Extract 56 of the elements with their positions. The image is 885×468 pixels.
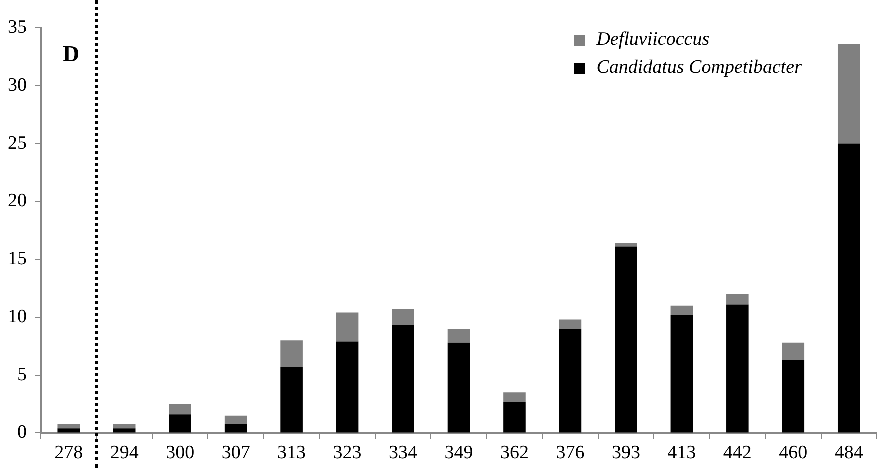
bar bbox=[336, 342, 359, 433]
x-tick-label: 442 bbox=[723, 442, 752, 464]
x-tick-label: 376 bbox=[556, 442, 585, 464]
bar bbox=[58, 428, 80, 433]
bar bbox=[504, 392, 526, 402]
bar bbox=[838, 144, 860, 433]
x-tick-label: 349 bbox=[444, 442, 474, 464]
bar bbox=[726, 294, 749, 305]
x-tick-label: 334 bbox=[389, 442, 418, 464]
bar bbox=[504, 402, 526, 433]
bar bbox=[448, 342, 470, 433]
bar bbox=[169, 404, 192, 415]
bar bbox=[782, 360, 805, 433]
bar bbox=[670, 306, 694, 316]
annotation: D bbox=[63, 41, 80, 66]
bar bbox=[224, 424, 248, 433]
bar bbox=[113, 424, 136, 429]
bar bbox=[280, 340, 303, 368]
y-tick-label: 5 bbox=[18, 364, 27, 386]
x-tick-label: 278 bbox=[54, 442, 84, 464]
x-tick-label: 362 bbox=[500, 442, 529, 464]
y-tick-label: 10 bbox=[8, 306, 27, 328]
bar bbox=[559, 320, 582, 330]
x-tick-label: 313 bbox=[278, 442, 306, 464]
y-tick-label: 15 bbox=[8, 248, 27, 270]
y-tick-label: 20 bbox=[8, 190, 27, 212]
bar bbox=[336, 312, 359, 342]
bar bbox=[58, 424, 80, 429]
x-tick-label: 300 bbox=[166, 442, 195, 464]
bar bbox=[559, 329, 582, 433]
bar bbox=[726, 304, 749, 433]
y-tick-label: 35 bbox=[8, 16, 27, 38]
bar bbox=[169, 414, 192, 433]
bar bbox=[615, 243, 638, 247]
bar bbox=[224, 416, 248, 424]
y-tick-label: 25 bbox=[8, 132, 27, 154]
x-tick-label: 307 bbox=[222, 442, 250, 464]
x-tick-label: 484 bbox=[834, 442, 864, 464]
legend-label: Candidatus Competibacter bbox=[596, 57, 802, 79]
bar bbox=[280, 367, 303, 433]
bar bbox=[392, 326, 414, 433]
bar bbox=[838, 44, 860, 144]
x-tick-label: 413 bbox=[668, 442, 696, 464]
bar bbox=[392, 309, 414, 326]
bar bbox=[448, 329, 470, 343]
y-tick-label: 0 bbox=[18, 422, 27, 444]
x-tick-label: 294 bbox=[110, 442, 140, 464]
x-tick-label: 393 bbox=[612, 442, 640, 464]
bar bbox=[782, 342, 805, 360]
bar bbox=[615, 246, 638, 433]
legend-label: Defluviicoccus bbox=[596, 29, 710, 51]
x-tick-label: 460 bbox=[779, 442, 808, 464]
bar bbox=[113, 428, 136, 433]
y-tick-label: 30 bbox=[8, 74, 27, 96]
x-tick-label: 323 bbox=[333, 442, 362, 464]
bar bbox=[670, 315, 694, 433]
